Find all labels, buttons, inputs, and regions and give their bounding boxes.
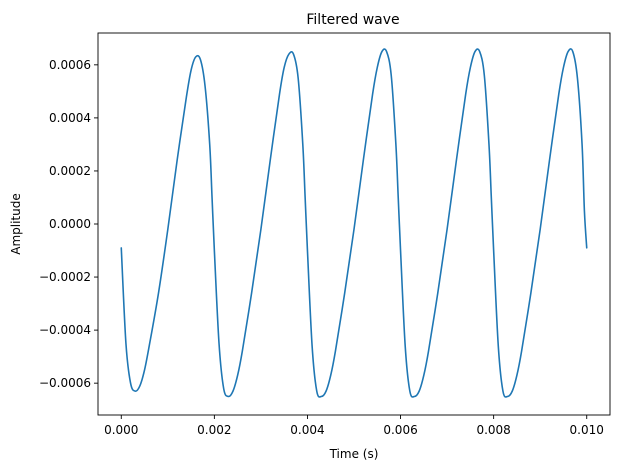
y-tick-label: −0.0004	[39, 323, 91, 337]
x-tick-label: 0.004	[290, 423, 324, 437]
y-tick-label: 0.0004	[49, 111, 91, 125]
y-axis-label: Amplitude	[9, 193, 23, 255]
chart-title: Filtered wave	[306, 12, 399, 28]
x-axis-label: Time (s)	[329, 447, 379, 461]
x-tick-label: 0.006	[383, 423, 417, 437]
plot-frame	[97, 32, 611, 416]
x-tick-label: 0.008	[476, 423, 510, 437]
y-tick-label: 0.0000	[49, 217, 91, 231]
y-tick-label: −0.0006	[39, 376, 91, 390]
x-axis: 0.000 0.002 0.004 0.006 0.008 0.010	[104, 415, 604, 437]
y-tick-label: −0.0002	[39, 270, 91, 284]
y-tick-label: 0.0006	[49, 58, 91, 72]
y-tick-label: 0.0002	[49, 164, 91, 178]
series-layer	[120, 48, 588, 398]
y-axis: −0.0006 −0.0004 −0.0002 0.0000 0.0002 0.0004 0…	[39, 58, 98, 390]
x-tick-label: 0.000	[104, 423, 138, 437]
x-tick-label: 0.002	[197, 423, 231, 437]
series-line-0	[120, 48, 588, 398]
x-tick-label: 0.010	[570, 423, 604, 437]
